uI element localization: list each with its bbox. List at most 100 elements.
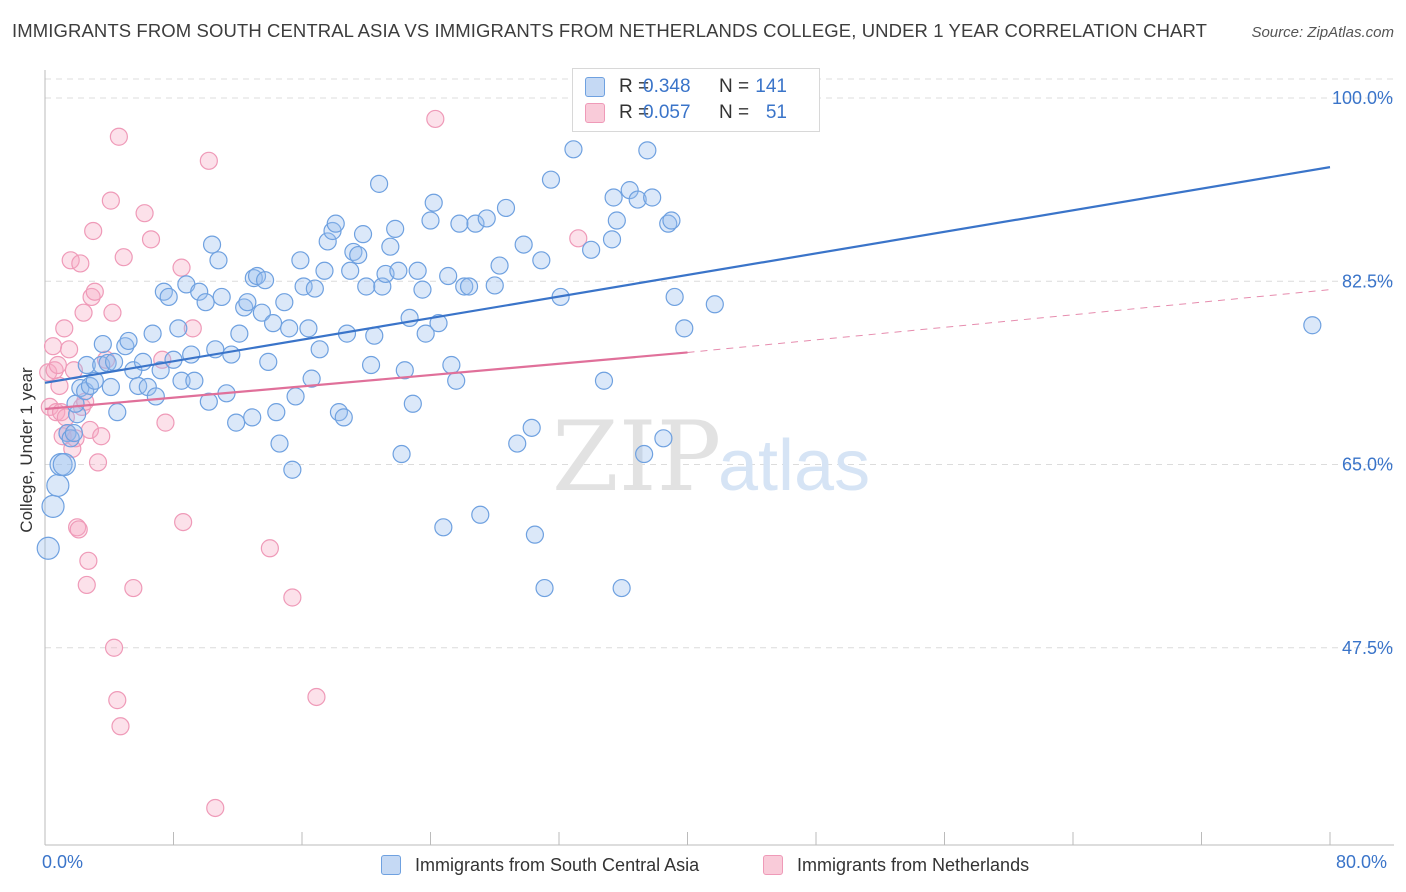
bottom-legend-series1: Immigrants from South Central Asia bbox=[381, 853, 699, 877]
data-point-south-central-asia bbox=[525, 525, 545, 544]
data-point-south-central-asia bbox=[238, 293, 257, 312]
data-point-south-central-asia bbox=[439, 266, 458, 286]
data-point-south-central-asia bbox=[61, 429, 80, 448]
data-point-south-central-asia bbox=[310, 340, 329, 359]
data-point-netherlands bbox=[101, 191, 120, 210]
data-point-netherlands bbox=[426, 109, 445, 129]
data-point-south-central-asia bbox=[353, 225, 373, 244]
data-point-south-central-asia bbox=[93, 334, 112, 354]
data-point-south-central-asia bbox=[199, 392, 218, 411]
data-point-south-central-asia bbox=[46, 473, 70, 498]
data-point-south-central-asia bbox=[305, 279, 324, 298]
legend-row-series1: R = 0.348 N = 141 bbox=[585, 74, 787, 100]
data-point-south-central-asia bbox=[370, 174, 389, 193]
data-point-south-central-asia bbox=[85, 371, 104, 390]
data-point-netherlands bbox=[183, 319, 202, 338]
bottom-legend-label-series2: Immigrants from Netherlands bbox=[797, 854, 1030, 875]
data-point-netherlands bbox=[569, 229, 588, 248]
data-point-netherlands bbox=[114, 248, 133, 267]
data-point-south-central-asia bbox=[172, 371, 191, 390]
y-tick-label: 100.0% bbox=[1332, 88, 1393, 108]
legend-r-label: R = bbox=[619, 76, 650, 97]
data-point-south-central-asia bbox=[485, 276, 504, 295]
data-point-netherlands bbox=[59, 340, 79, 359]
data-point-netherlands bbox=[56, 408, 75, 427]
data-point-south-central-asia bbox=[41, 494, 65, 518]
bottom-legend-swatch-blue bbox=[381, 855, 401, 875]
data-point-netherlands bbox=[77, 575, 96, 595]
data-point-netherlands bbox=[172, 258, 191, 277]
data-point-south-central-asia bbox=[244, 269, 263, 288]
data-point-south-central-asia bbox=[659, 214, 678, 233]
data-point-south-central-asia bbox=[202, 235, 222, 254]
data-point-south-central-asia bbox=[267, 403, 286, 422]
data-point-south-central-asia bbox=[421, 211, 440, 230]
data-point-netherlands bbox=[55, 319, 74, 338]
grid-lines bbox=[45, 78, 1394, 649]
data-point-south-central-asia bbox=[1303, 316, 1322, 335]
trend-line-south-central-asia bbox=[44, 166, 1331, 384]
data-point-netherlands bbox=[82, 287, 101, 307]
data-point-south-central-asia bbox=[594, 371, 614, 390]
axes bbox=[44, 70, 1394, 846]
data-point-netherlands bbox=[71, 254, 90, 273]
data-point-south-central-asia bbox=[416, 324, 435, 343]
data-point-south-central-asia bbox=[259, 352, 278, 371]
data-point-south-central-asia bbox=[235, 298, 254, 317]
data-point-netherlands bbox=[48, 355, 67, 375]
watermark: ZIP atlas bbox=[552, 401, 870, 513]
data-point-south-central-asia bbox=[389, 261, 408, 280]
y-tick-label: 82.5% bbox=[1342, 271, 1393, 291]
data-point-south-central-asia bbox=[607, 211, 626, 230]
data-point-south-central-asia bbox=[227, 413, 246, 432]
data-point-south-central-asia bbox=[508, 434, 527, 453]
data-point-netherlands bbox=[84, 221, 103, 241]
data-point-south-central-asia bbox=[64, 423, 84, 443]
data-point-south-central-asia bbox=[471, 505, 490, 524]
data-point-netherlands bbox=[88, 453, 108, 472]
trend-line-netherlands bbox=[44, 351, 688, 411]
data-point-south-central-asia bbox=[408, 261, 427, 280]
data-point-netherlands bbox=[307, 687, 326, 707]
data-point-south-central-asia bbox=[104, 352, 124, 371]
legend-swatch-pink bbox=[585, 103, 605, 123]
legend-box: R = 0.348 N = 141 R = 0.057 N = 51 bbox=[572, 68, 820, 132]
data-point-netherlands bbox=[156, 413, 175, 432]
data-point-south-central-asia bbox=[541, 170, 561, 189]
data-point-south-central-asia bbox=[255, 271, 275, 290]
data-point-south-central-asia bbox=[496, 198, 516, 218]
legend-r-label: R = bbox=[619, 102, 650, 123]
data-point-south-central-asia bbox=[209, 251, 228, 270]
data-point-netherlands bbox=[135, 204, 154, 223]
series-south-central-asia-points bbox=[36, 140, 1322, 598]
watermark-atlas: atlas bbox=[718, 426, 870, 506]
x-tick-label-min: 0.0% bbox=[42, 852, 84, 872]
data-point-south-central-asia bbox=[403, 394, 422, 413]
legend-swatch-blue bbox=[585, 77, 605, 97]
data-point-south-central-asia bbox=[638, 141, 657, 160]
data-point-south-central-asia bbox=[434, 518, 453, 537]
data-point-south-central-asia bbox=[36, 536, 60, 560]
data-point-south-central-asia bbox=[675, 319, 694, 338]
data-point-south-central-asia bbox=[564, 140, 583, 159]
data-point-netherlands bbox=[206, 798, 225, 818]
data-point-south-central-asia bbox=[58, 423, 77, 443]
data-point-south-central-asia bbox=[302, 369, 321, 388]
bottom-legend-label-series1: Immigrants from South Central Asia bbox=[415, 854, 700, 875]
data-point-south-central-asia bbox=[413, 280, 432, 299]
data-point-netherlands bbox=[260, 539, 279, 558]
data-point-south-central-asia bbox=[442, 355, 461, 375]
legend-r-value: 0.348 bbox=[643, 76, 691, 97]
data-point-south-central-asia bbox=[294, 277, 313, 296]
y-tick-labels: 47.5% 65.0% 82.5% 100.0% bbox=[1332, 88, 1393, 658]
data-point-south-central-asia bbox=[662, 211, 681, 230]
data-point-south-central-asia bbox=[395, 361, 414, 380]
data-point-netherlands bbox=[283, 588, 302, 607]
data-point-south-central-asia bbox=[459, 277, 479, 296]
data-point-south-central-asia bbox=[291, 251, 310, 270]
data-point-netherlands bbox=[174, 512, 193, 532]
data-point-netherlands bbox=[104, 638, 124, 657]
data-point-netherlands bbox=[69, 520, 88, 539]
legend-r-value: 0.057 bbox=[643, 102, 691, 123]
